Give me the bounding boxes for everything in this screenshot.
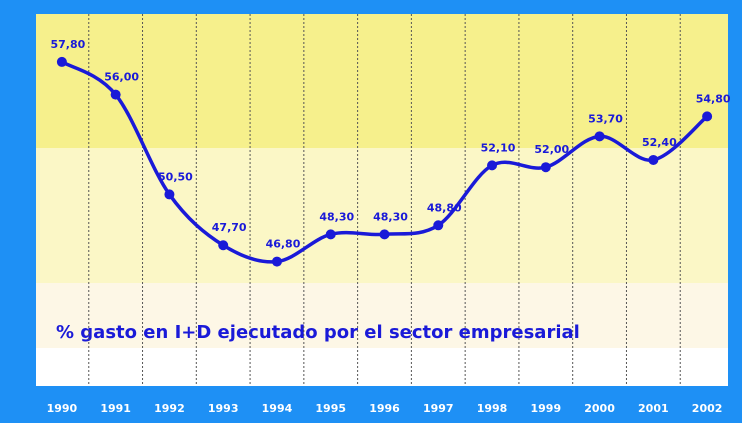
value-label: 50,50 — [158, 170, 193, 183]
band-middle — [36, 148, 728, 283]
marker — [325, 229, 336, 240]
marker — [702, 111, 713, 122]
x-tick-label: 1995 — [315, 402, 346, 415]
x-tick-label: 2002 — [692, 402, 723, 415]
value-label: 47,70 — [212, 221, 247, 234]
x-tick-label: 1992 — [154, 402, 185, 415]
marker — [110, 89, 121, 100]
x-tick-label: 1993 — [208, 402, 239, 415]
x-tick-label: 1990 — [47, 402, 78, 415]
value-label: 46,80 — [266, 238, 301, 251]
marker — [540, 162, 551, 173]
marker — [164, 189, 175, 200]
value-label: 56,00 — [104, 71, 139, 84]
x-tick-label: 1998 — [477, 402, 508, 415]
value-label: 52,40 — [642, 136, 677, 149]
band-bottom — [36, 348, 728, 386]
value-label: 52,10 — [481, 141, 516, 154]
value-label: 52,00 — [534, 143, 569, 156]
value-label: 48,80 — [427, 201, 462, 214]
marker — [487, 160, 498, 171]
x-tick-label: 1994 — [262, 402, 293, 415]
marker — [433, 220, 444, 231]
band-top — [36, 14, 728, 148]
marker — [218, 240, 229, 251]
marker — [594, 131, 605, 142]
value-label: 57,80 — [50, 38, 85, 51]
x-tick-label: 1996 — [369, 402, 400, 415]
value-label: 54,80 — [696, 92, 731, 105]
marker — [379, 229, 390, 240]
annotation: % gasto en I+D ejecutado por el sector e… — [56, 322, 580, 343]
x-tick-label: 1999 — [530, 402, 561, 415]
value-label: 48,30 — [373, 210, 408, 223]
marker — [648, 154, 659, 165]
x-tick-label: 2001 — [638, 402, 669, 415]
x-tick-label: 1997 — [423, 402, 454, 415]
marker — [56, 56, 67, 67]
x-tick-label: 1991 — [100, 402, 131, 415]
marker — [271, 256, 282, 267]
value-label: 53,70 — [588, 112, 623, 125]
x-tick-label: 2000 — [584, 402, 615, 415]
value-label: 48,30 — [319, 210, 354, 223]
band-low — [36, 283, 728, 348]
